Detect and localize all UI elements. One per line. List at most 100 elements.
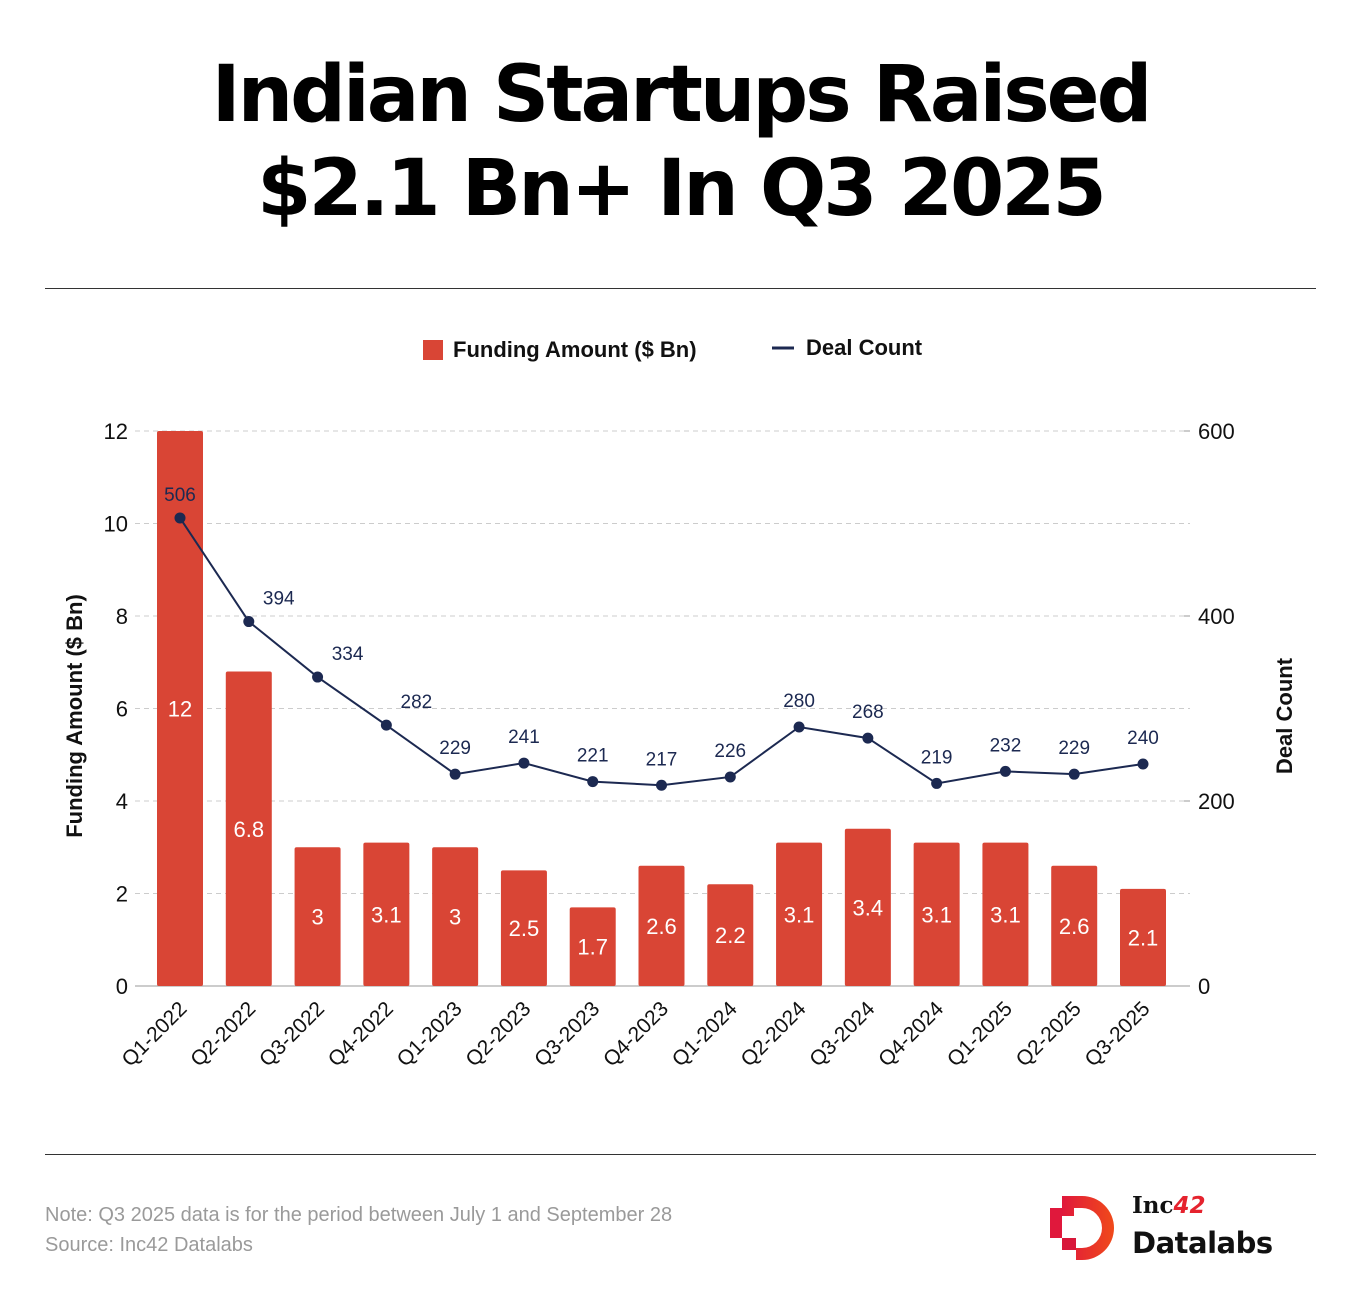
y-tick-label: 12 [104,419,128,444]
bar [638,865,685,986]
bar [1051,865,1098,986]
bar-data-label: 2.1 [1128,925,1159,950]
title-line-1: Indian Startups Raised [211,50,1153,140]
deal-count-point [587,776,599,788]
y2-tick-label: 600 [1198,419,1235,444]
deal-count-point [449,768,461,780]
deal-count-point [862,732,874,744]
bar-data-label: 3.1 [784,902,815,927]
bar-data-label: 2.5 [509,916,540,941]
y2-tick-label: 0 [1198,974,1210,999]
deal-count-label: 240 [1127,728,1159,749]
bar [776,842,823,986]
bar-data-label: 2.2 [715,923,746,948]
y2-tick-label: 400 [1198,604,1235,629]
bar [225,671,272,986]
deal-count-label: 226 [714,741,746,762]
deal-count-point [1137,758,1149,770]
bar [432,847,479,986]
bar [294,847,341,986]
deal-count-point [931,777,943,789]
title-line-2: $2.1 Bn+ In Q3 2025 [257,144,1107,234]
bar [982,842,1029,986]
x-tick-label: Q4-2023 [599,997,673,1071]
bottom-divider [45,1154,1316,1155]
bar-data-label: 3.1 [371,902,402,927]
bar-data-label: 3 [449,905,461,930]
datalabs-wordmark: Datalabs [1132,1226,1273,1260]
bar [913,842,960,986]
x-tick-label: Q1-2025 [943,997,1017,1071]
deal-count-point [656,779,667,791]
bar-data-label: 6.8 [233,817,264,842]
deal-count-point [518,757,530,769]
deal-count-label: 334 [332,644,364,665]
source-text: Source: Inc42 Datalabs [45,1234,253,1256]
deal-count-label: 506 [164,485,196,506]
bar [363,842,410,986]
deal-count-point [243,616,255,628]
x-tick-label: Q4-2024 [874,997,948,1071]
legend-label-deals: Deal Count [806,335,923,360]
deal-count-label: 221 [577,746,609,767]
x-tick-label: Q3-2024 [805,997,879,1071]
inc-text: Inc [1132,1192,1174,1219]
y-tick-label: 0 [116,974,128,999]
deal-count-point [1068,768,1080,780]
x-tick-label: Q3-2022 [255,997,329,1071]
deal-count-point [999,765,1011,777]
x-tick-label: Q2-2023 [461,997,535,1071]
x-tick-label: Q2-2025 [1012,997,1086,1071]
bar [844,828,891,986]
y-tick-label: 8 [116,604,128,629]
legend-bar-swatch [423,340,443,360]
bar-data-label: 12 [168,697,192,722]
x-tick-label: Q3-2023 [530,997,604,1071]
bar [1120,888,1166,986]
bar-data-label: 3.4 [853,895,884,920]
x-tick-label: Q1-2023 [393,997,467,1071]
deal-count-label: 229 [439,738,471,759]
footnote: Note: Q3 2025 data is for the period bet… [45,1200,672,1260]
bar-data-label: 3 [311,905,323,930]
x-tick-label: Q2-2022 [186,997,260,1071]
logo: Inc42 Datalabs [1048,1192,1288,1272]
bar-data-label: 2.6 [1059,914,1090,939]
legend-label-funding: Funding Amount ($ Bn) [453,337,697,362]
y-tick-label: 10 [104,512,128,537]
deal-count-label: 217 [646,749,678,770]
inc42-wordmark: Inc42 [1132,1192,1206,1219]
inc-42-text: 42 [1173,1193,1206,1219]
deal-count-point [380,719,392,731]
datalabs-logo-icon [1050,1196,1114,1260]
y2-axis-label: Deal Count [1272,657,1297,774]
deal-count-label: 232 [990,735,1022,756]
deal-count-point [174,512,186,524]
y-tick-label: 2 [116,882,128,907]
bar [500,870,547,986]
bar-data-label: 3.1 [921,902,952,927]
deal-count-label: 268 [852,702,884,723]
bar-data-label: 1.7 [577,935,608,960]
x-tick-label: Q1-2022 [117,997,191,1071]
y-tick-label: 4 [116,789,128,814]
deal-count-label: 219 [921,747,953,768]
deal-count-label: 394 [263,589,295,610]
y-axis-label: Funding Amount ($ Bn) [62,594,87,838]
chart-title: Indian Startups Raised $2.1 Bn+ In Q3 20… [0,48,1361,236]
deal-count-label: 282 [401,692,433,713]
top-divider [45,288,1316,289]
deal-count-point [793,721,805,733]
deal-count-label: 280 [783,691,815,712]
bar-data-label: 2.6 [646,914,677,939]
x-tick-label: Q3-2025 [1080,997,1154,1071]
bar [707,884,754,986]
x-tick-label: Q2-2024 [737,997,811,1071]
bar-data-label: 3.1 [990,902,1021,927]
x-tick-label: Q1-2024 [668,997,742,1071]
bar [157,431,203,986]
deal-count-point [312,671,324,683]
bar [569,907,616,986]
y2-tick-label: 200 [1198,789,1235,814]
